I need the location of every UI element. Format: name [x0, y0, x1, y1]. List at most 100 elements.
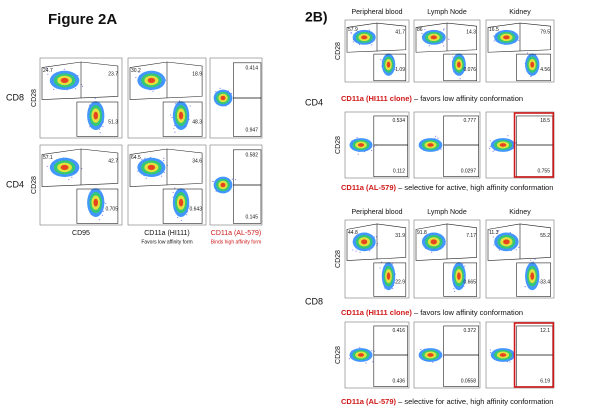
- gate: [373, 354, 409, 387]
- gate-value: 22.9: [395, 280, 405, 286]
- gate-value: 4.56: [540, 67, 550, 73]
- gate-value: 41.7: [395, 30, 405, 36]
- event-dot: [489, 140, 491, 142]
- event-dot: [46, 165, 48, 168]
- event-dot: [437, 137, 439, 139]
- event-dot: [189, 105, 191, 107]
- gate-value: 18.5: [540, 118, 550, 124]
- event-dot: [77, 74, 79, 77]
- axis-label: CD28: [335, 42, 342, 60]
- caption-text: – favors low affinity conformation: [412, 308, 523, 317]
- event-dot: [163, 159, 165, 162]
- event-dot: [98, 128, 101, 131]
- event-dot: [47, 73, 49, 75]
- event-dot: [464, 265, 466, 267]
- event-dot: [357, 153, 359, 155]
- gate-value: 16.5: [489, 27, 499, 33]
- event-dot: [170, 114, 172, 116]
- density-contour: [457, 61, 461, 68]
- tissue-label: Lymph Node: [427, 209, 467, 216]
- gate-value: 18.9: [192, 71, 202, 77]
- gate: [346, 22, 407, 53]
- gate-value: 24.7: [43, 68, 53, 74]
- gate-value: 57.9: [348, 27, 358, 33]
- gate: [443, 262, 478, 297]
- caption: CD11a (AL-579) – selective for active, h…: [341, 397, 553, 406]
- event-dot: [453, 290, 456, 293]
- highlight-box: [513, 112, 555, 178]
- gate-value: 48.3: [192, 119, 202, 125]
- density-contour: [499, 143, 507, 147]
- density-contour: [178, 111, 184, 120]
- density-contour: [430, 35, 437, 40]
- event-dot: [63, 68, 65, 70]
- gate-value: 6.19: [540, 379, 550, 385]
- event-dot: [534, 258, 536, 260]
- event-dot: [530, 75, 532, 77]
- density-contour: [361, 239, 368, 245]
- event-dot: [532, 261, 534, 263]
- x-axis-note: Binds high affinity form: [211, 239, 262, 245]
- event-dot: [489, 352, 492, 354]
- event-dot: [428, 45, 430, 47]
- gate-value: 0.0297: [461, 169, 477, 175]
- caption: CD11a (AL-579) – selective for active, h…: [341, 183, 553, 192]
- caption-text: – favors low affinity conformation: [412, 94, 523, 103]
- gate: [373, 144, 409, 177]
- event-dot: [530, 259, 532, 261]
- gate: [443, 144, 479, 177]
- density-contour: [530, 272, 535, 280]
- tissue-label: Peripheral blood: [352, 209, 403, 216]
- row-label: CD8: [6, 92, 24, 102]
- gate-value: 14.3: [466, 30, 476, 36]
- gate: [373, 262, 407, 297]
- event-dot: [102, 210, 104, 212]
- event-dot: [231, 178, 233, 180]
- density-contour: [427, 353, 434, 357]
- density-contour: [93, 198, 99, 207]
- event-dot: [431, 251, 433, 253]
- event-dot: [160, 175, 163, 177]
- gate-value: 31.9: [395, 233, 405, 239]
- gate: [41, 61, 119, 100]
- event-dot: [145, 177, 147, 179]
- figure-title: Figure 2A: [48, 11, 117, 28]
- event-dot: [489, 349, 491, 351]
- event-dot: [372, 361, 374, 363]
- caption-text: – selective for active, high affinity co…: [396, 183, 553, 192]
- event-dot: [442, 42, 444, 44]
- density-contour: [386, 61, 391, 68]
- event-dot: [380, 59, 382, 61]
- event-dot: [370, 149, 373, 151]
- gate-value: 57.1: [43, 155, 53, 161]
- tissue-label: Kidney: [509, 209, 531, 216]
- event-dot: [171, 116, 173, 119]
- axis-label: CD28: [31, 176, 38, 194]
- event-dot: [365, 362, 367, 364]
- caption-marker: CD11a (HI111 clone): [341, 308, 412, 317]
- gate-value: 0.755: [537, 169, 550, 175]
- gate: [487, 223, 551, 261]
- density-contour: [147, 164, 156, 170]
- gate-value: 64.5: [131, 155, 141, 161]
- event-dot: [74, 88, 77, 90]
- event-dot: [369, 250, 371, 252]
- event-dot: [371, 44, 373, 46]
- event-dot: [379, 267, 381, 269]
- event-dot: [177, 216, 179, 219]
- event-dot: [526, 52, 529, 54]
- gate-value: 44.8: [348, 230, 358, 236]
- event-dot: [175, 103, 177, 105]
- event-dot: [348, 358, 351, 360]
- gate-value: 0.705: [105, 206, 118, 212]
- event-dot: [434, 135, 437, 137]
- density-contour: [60, 164, 69, 170]
- event-dot: [539, 281, 541, 283]
- gate-value: 0.416: [392, 328, 405, 334]
- density-contour: [93, 111, 99, 120]
- section-label: CD8: [305, 296, 323, 306]
- event-dot: [352, 41, 355, 43]
- tissue-label: Lymph Node: [427, 9, 467, 16]
- gate-value: 91.8: [417, 230, 427, 236]
